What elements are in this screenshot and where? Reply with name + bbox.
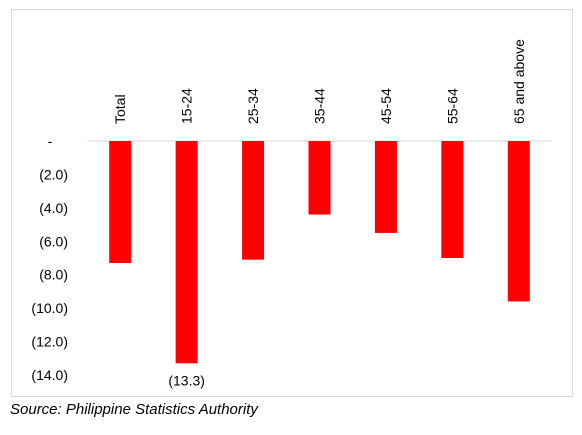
y-tick-label: (8.0) [39,267,68,283]
bar-total [109,141,132,264]
category-label: 35-44 [312,88,328,124]
chart-frame [11,9,573,397]
category-label: 45-54 [378,88,394,124]
category-label: 65 and above [511,39,527,124]
bar-15-24 [175,141,198,364]
y-tick-label: (4.0) [39,200,68,216]
y-tick-label: (14.0) [31,367,68,383]
data-label: (13.3) [168,372,205,388]
bar-55-64 [441,141,464,258]
category-label: 25-34 [245,88,261,124]
bar-65-and-above [507,141,530,302]
y-tick-label: (2.0) [39,166,68,182]
category-label: 15-24 [179,88,195,124]
category-label: Total [112,94,128,124]
bar-45-54 [374,141,397,233]
y-tick-label: - [48,133,53,149]
y-tick-label: (6.0) [39,233,68,249]
source-note: Source: Philippine Statistics Authority [10,401,258,418]
y-tick-label: (12.0) [31,334,68,350]
y-tick-label: (10.0) [31,300,68,316]
bar-25-34 [242,141,265,260]
category-label: 55-64 [444,88,460,124]
bar-35-44 [308,141,331,215]
